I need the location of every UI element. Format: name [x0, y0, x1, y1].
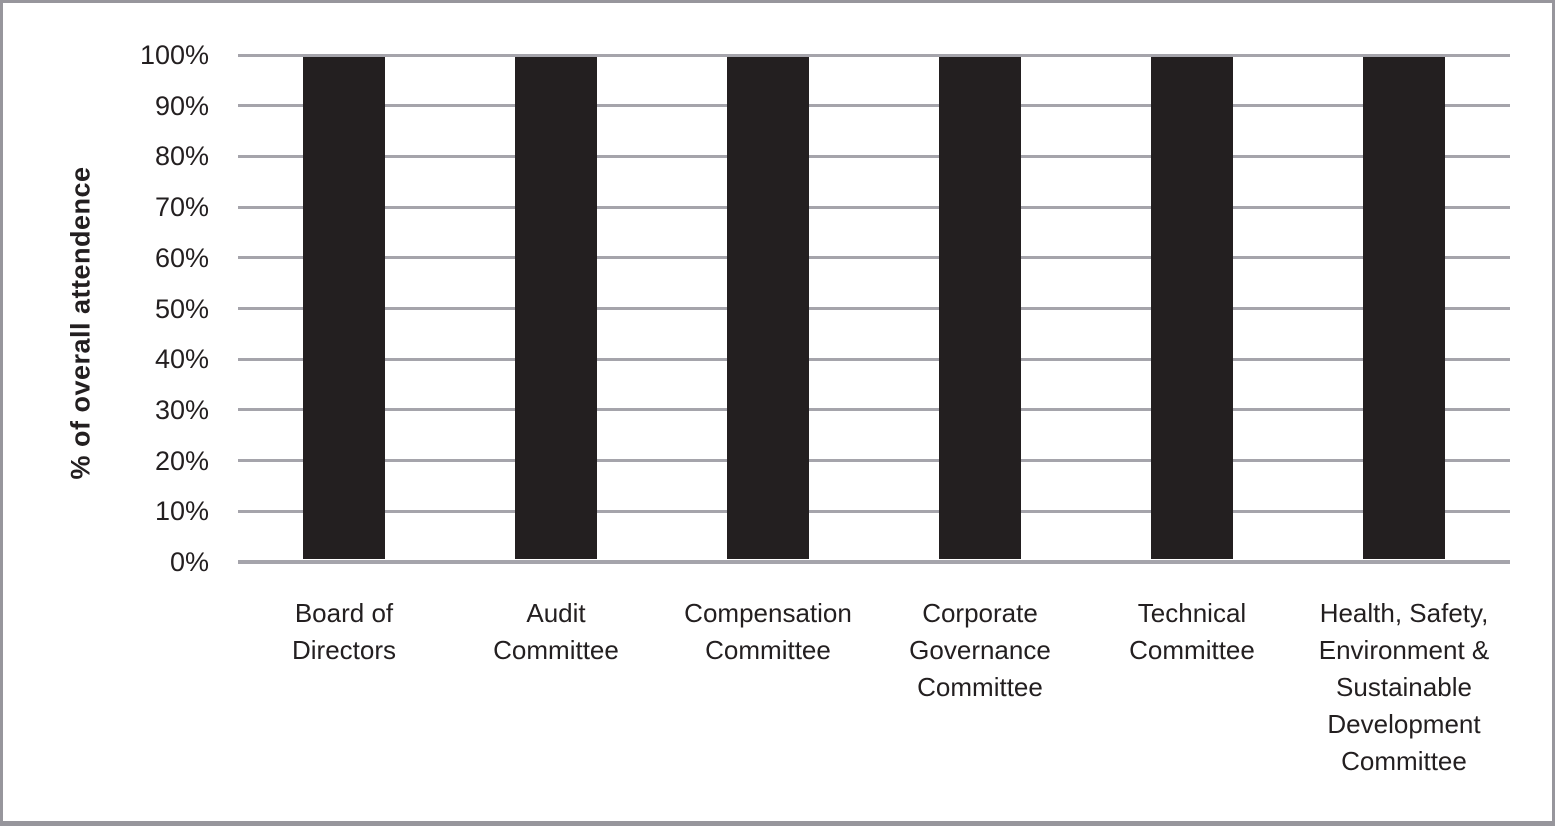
bar — [727, 56, 809, 559]
gridline — [238, 154, 1510, 158]
y-tick-label: 20% — [154, 445, 209, 476]
gridline — [238, 256, 1510, 260]
y-tick-label: 0% — [169, 547, 209, 577]
gridline — [238, 357, 1510, 361]
gridline — [238, 307, 1510, 310]
bar — [939, 56, 1021, 559]
x-category-label: Corporate Governance Committee — [909, 598, 1051, 702]
gridline — [238, 459, 1510, 463]
y-tick-label: 100% — [139, 40, 209, 70]
bar — [1363, 56, 1445, 559]
x-category-label: Compensation Committee — [684, 598, 852, 665]
y-tick-label: 30% — [154, 394, 209, 425]
y-tick-label: 50% — [154, 293, 209, 324]
bar — [303, 56, 385, 559]
y-tick-label: 40% — [154, 344, 209, 375]
x-axis-line — [238, 560, 1510, 564]
bar — [515, 56, 597, 559]
y-tick-label: 70% — [154, 192, 209, 223]
gridline — [238, 53, 1510, 57]
y-tick-label: 80% — [154, 141, 209, 172]
gridline — [238, 408, 1510, 412]
y-tick-label: 10% — [154, 496, 209, 527]
plot-area — [238, 53, 1510, 564]
x-category-label: Board of Directors — [291, 598, 396, 665]
x-category-label: Audit Committee — [493, 598, 619, 665]
x-category-label: Technical Committee — [1129, 598, 1255, 665]
gridline — [238, 205, 1510, 209]
y-tick-label: 60% — [154, 242, 209, 273]
gridline — [238, 104, 1510, 108]
bar — [1151, 56, 1233, 559]
y-tick-label: 90% — [154, 90, 209, 121]
gridline — [238, 509, 1510, 513]
x-category-label: Health, Safety, Environment & Sustainabl… — [1318, 598, 1490, 776]
